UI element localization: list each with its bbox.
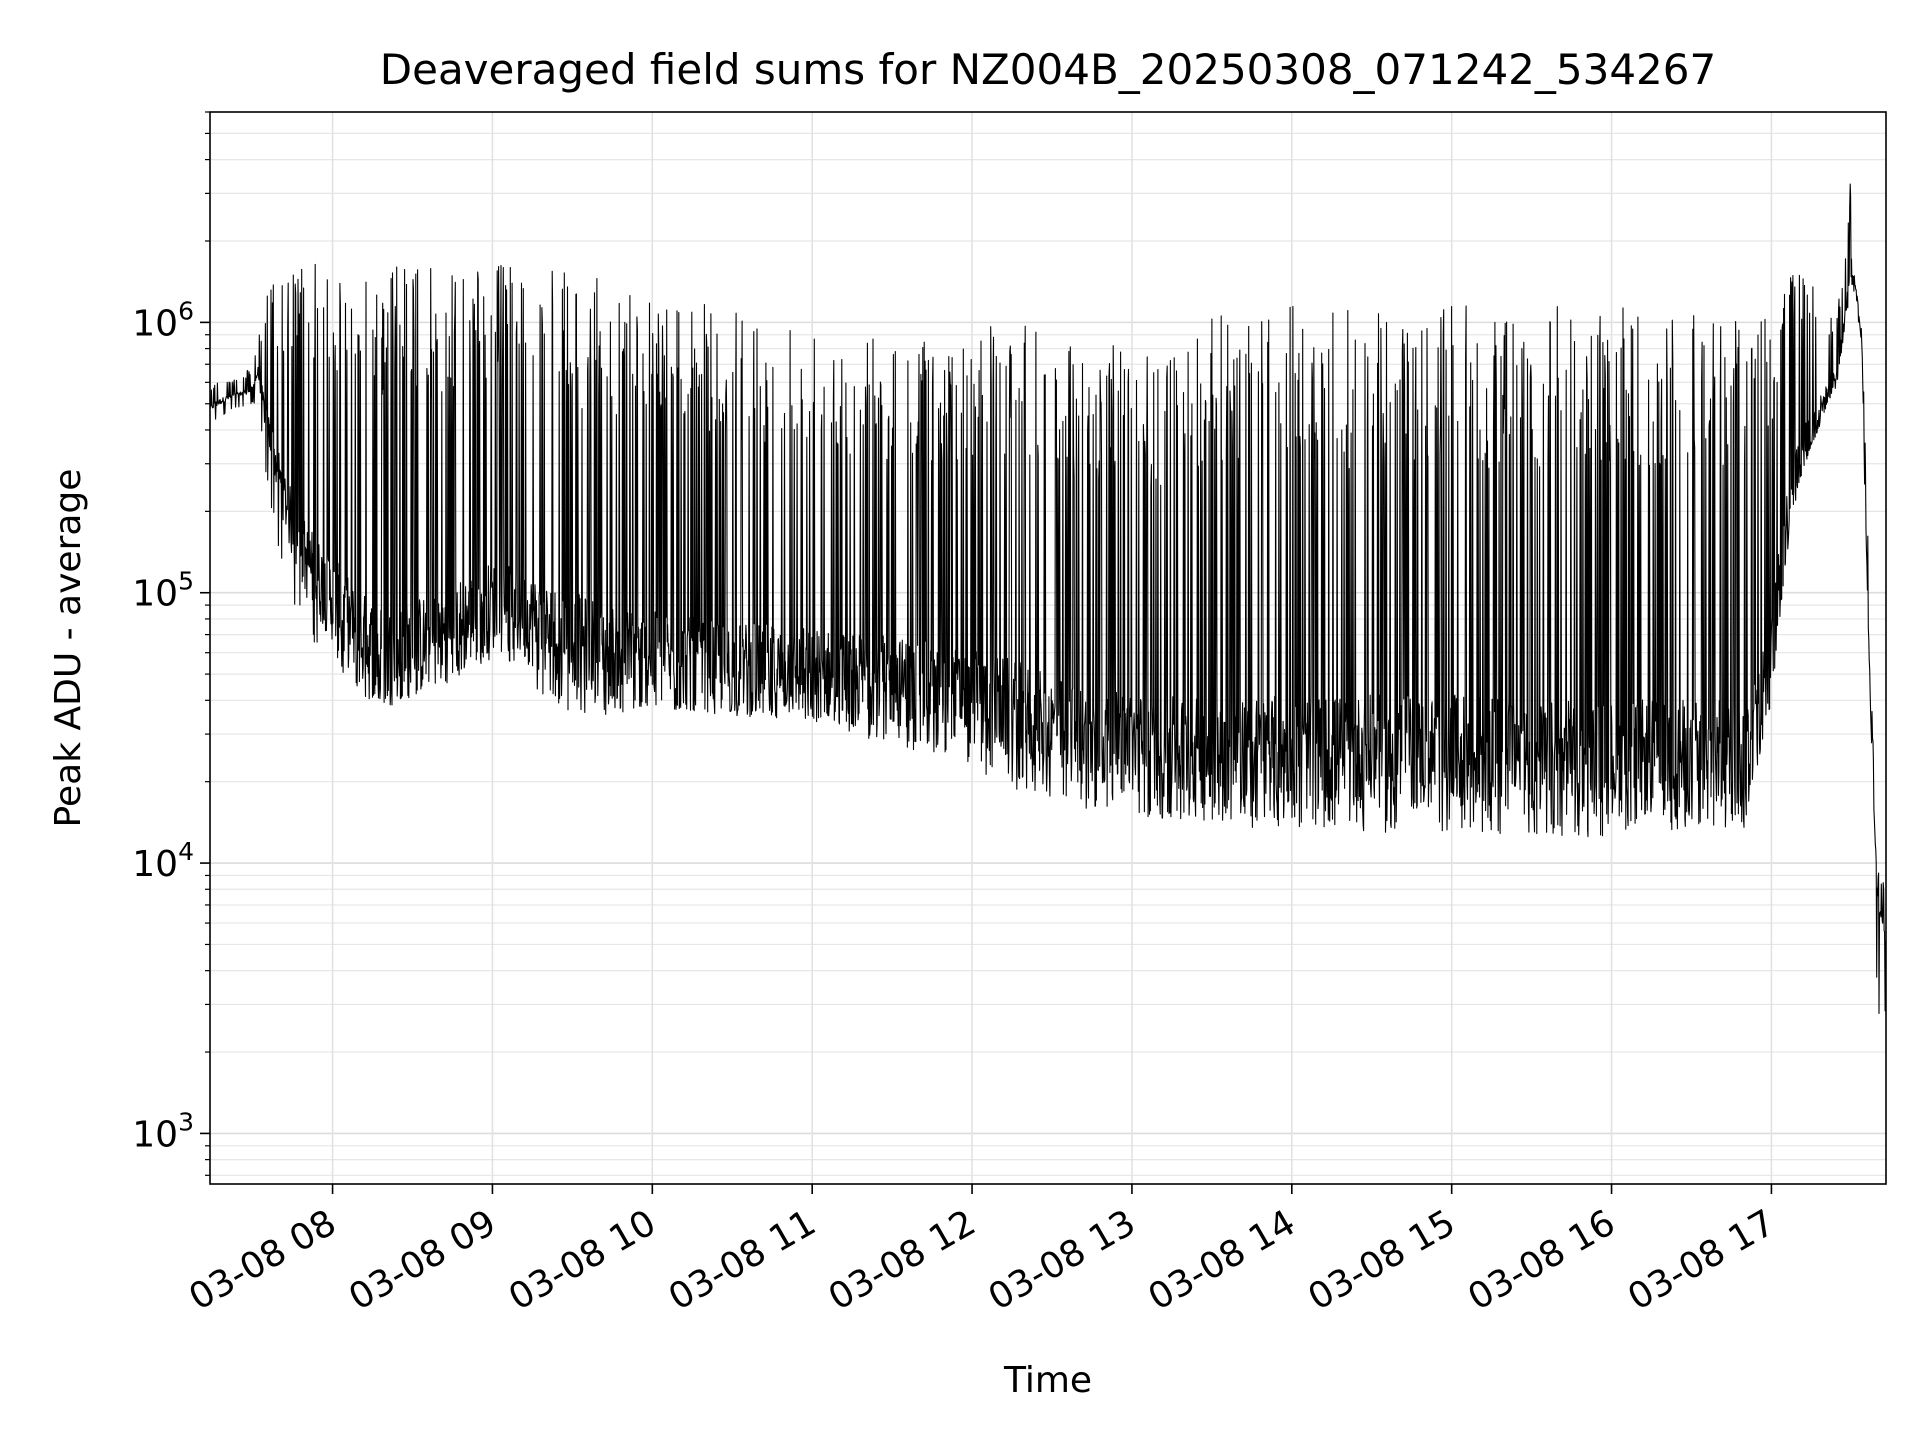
y-axis-ticks: 103 104 105 106 <box>132 111 210 1176</box>
x-axis-label: Time <box>1003 1360 1092 1401</box>
chart-title: Deaveraged field sums for NZ004B_2025030… <box>380 45 1716 94</box>
y-tick-label: 103 <box>132 1107 194 1155</box>
y-tick-label: 105 <box>132 567 194 615</box>
y-tick-label: 106 <box>132 296 194 344</box>
y-axis-label: Peak ADU - average <box>48 469 89 828</box>
series-line <box>210 183 1886 1015</box>
y-tick-label: 104 <box>132 837 194 885</box>
axes-frame <box>209 111 1887 1185</box>
series-layer <box>210 183 1886 1015</box>
plot-area <box>210 183 1886 1015</box>
